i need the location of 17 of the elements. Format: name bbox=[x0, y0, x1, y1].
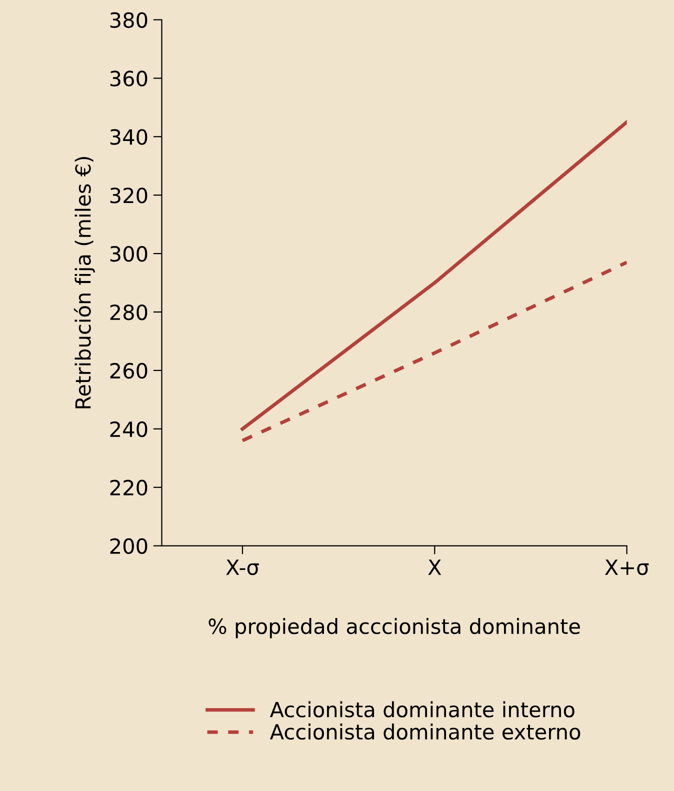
y-tick-label: 300 bbox=[110, 246, 148, 262]
y-tick-label: 260 bbox=[110, 362, 148, 379]
y-tick-label: 220 bbox=[110, 480, 148, 496]
legend-label: Accionista dominante externo bbox=[270, 724, 580, 740]
x-tick-label: X+σ bbox=[604, 560, 649, 576]
y-tick-label: 320 bbox=[110, 188, 148, 204]
x-tick-label: X-σ bbox=[226, 560, 259, 576]
x-tick-label: X bbox=[428, 560, 442, 575]
x-axis-title: % propiedad acccionista dominante bbox=[208, 618, 580, 638]
y-tick-label: 360 bbox=[110, 70, 148, 86]
y-tick-label: 240 bbox=[110, 421, 148, 438]
y-tick-label: 280 bbox=[110, 304, 148, 320]
y-axis-title: Retribución fija (miles €) bbox=[74, 157, 95, 408]
legend-label: Accionista dominante interno bbox=[270, 701, 574, 718]
y-tick-label: 380 bbox=[110, 12, 148, 28]
y-tick-label: 200 bbox=[110, 538, 148, 554]
y-tick-label: 340 bbox=[110, 129, 148, 145]
